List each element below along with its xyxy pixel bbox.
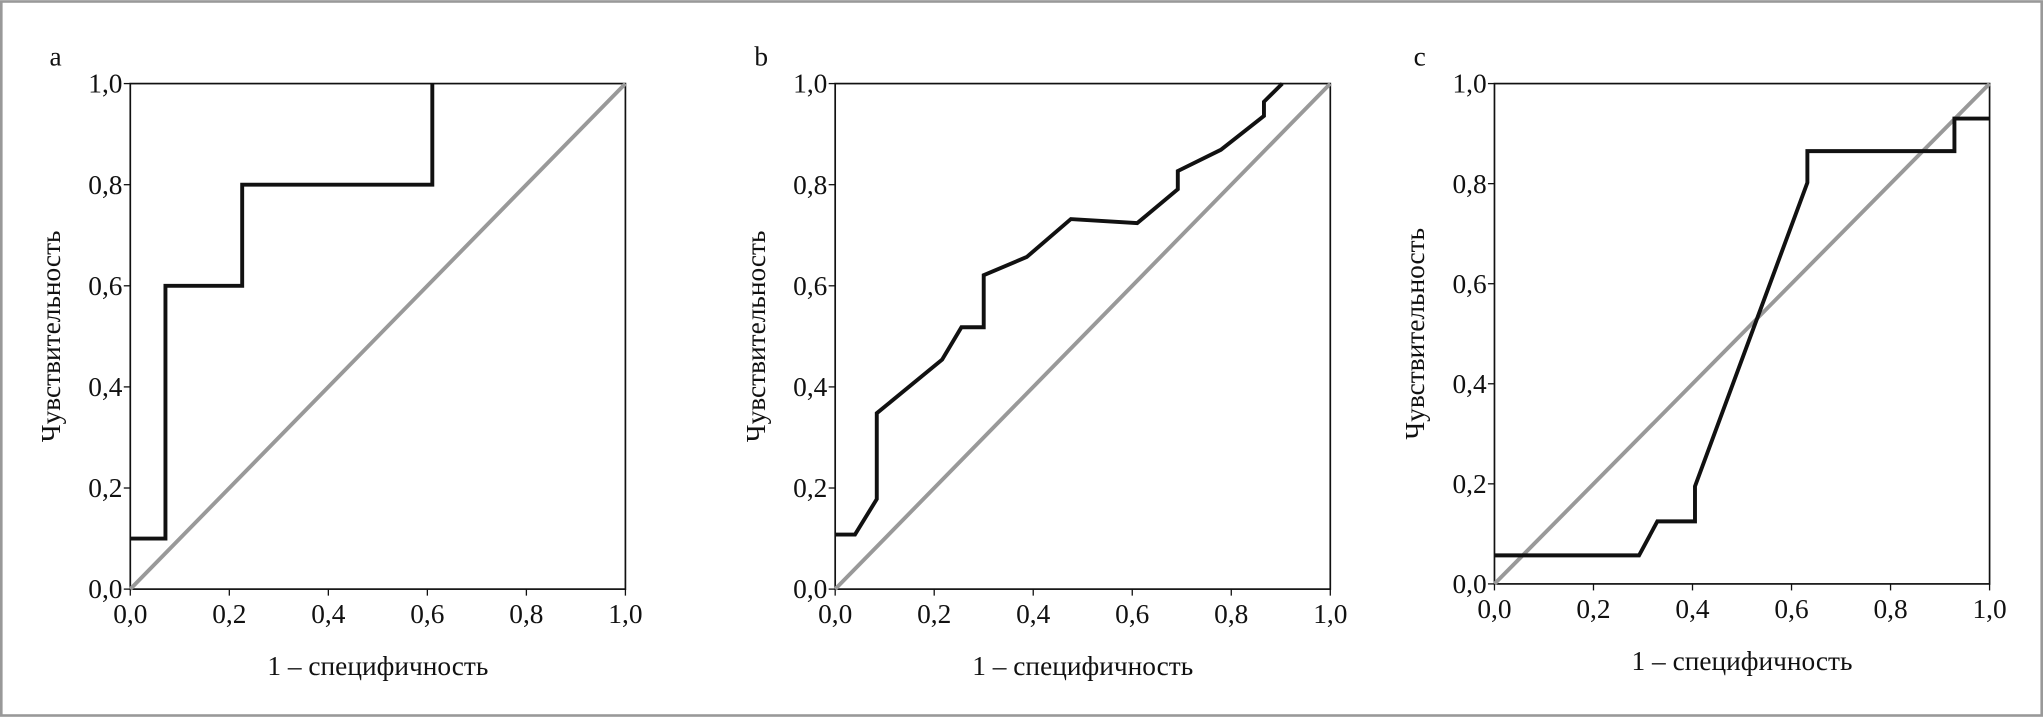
line	[130, 83, 435, 541]
x-tick-label: 0,6	[1774, 594, 1808, 624]
x-tick-label: 0,2	[212, 599, 246, 629]
line	[128, 82, 627, 591]
y-tick-label: 0,0	[793, 574, 827, 604]
x-tick-label: 0,0	[1477, 594, 1511, 624]
line	[835, 82, 1284, 537]
y-tick-label: 0,4	[88, 372, 123, 402]
x-tick-label: 0,0	[818, 599, 852, 629]
panel-label: b	[754, 41, 768, 71]
x-tick-label: 0,6	[1115, 599, 1149, 629]
x-axis-label: 1 – специфичность	[972, 651, 1193, 681]
y-tick-label: 1,0	[793, 69, 827, 99]
y-tick-label: 0,6	[88, 271, 122, 301]
y-tick-label: 0,0	[88, 574, 122, 604]
x-tick-label: 0,0	[113, 599, 147, 629]
y-tick-label: 0,6	[1452, 269, 1486, 299]
x-axis-label: 1 – специфичность	[1632, 646, 1853, 676]
y-tick-label: 0,8	[88, 170, 122, 200]
y-axis-label: Чувствительность	[36, 230, 66, 442]
line	[1493, 82, 1991, 586]
y-tick-label: 0,0	[1452, 569, 1486, 599]
x-tick-label: 0,2	[1576, 594, 1610, 624]
x-tick-label: 0,2	[917, 599, 951, 629]
y-tick-label: 0,4	[1452, 369, 1487, 399]
x-tick-label: 0,4	[1016, 599, 1051, 629]
x-tick-label: 0,8	[1214, 599, 1248, 629]
line	[1494, 116, 1990, 558]
x-axis-label: 1 – специфичность	[267, 651, 488, 681]
y-tick-label: 0,6	[793, 271, 827, 301]
plot-area	[1493, 82, 1991, 585]
y-tick-label: 0,2	[1452, 469, 1486, 499]
y-tick-label: 0,8	[793, 170, 827, 200]
y-tick-label: 1,0	[88, 69, 122, 99]
line	[833, 82, 1332, 591]
x-tick-label: 1,0	[608, 599, 642, 629]
x-tick-label: 0,4	[311, 599, 346, 629]
plot-area	[129, 82, 627, 590]
x-tick-label: 0,6	[410, 599, 444, 629]
x-tick-label: 1,0	[1313, 599, 1347, 629]
x-tick-label: 0,8	[1873, 594, 1907, 624]
y-tick-label: 0,2	[793, 473, 827, 503]
x-tick-label: 0,8	[509, 599, 543, 629]
y-tick-label: 0,8	[1452, 169, 1486, 199]
plot-area	[834, 82, 1332, 590]
y-axis-label: Чувствительность	[1400, 228, 1430, 440]
panel-label: a	[50, 41, 62, 71]
x-tick-label: 1,0	[1972, 594, 2006, 624]
y-tick-label: 1,0	[1452, 69, 1486, 99]
panel-label: c	[1414, 41, 1426, 71]
y-axis-label: Чувствительность	[741, 230, 771, 442]
y-tick-label: 0,4	[793, 372, 828, 402]
y-tick-label: 0,2	[88, 473, 122, 503]
x-tick-label: 0,4	[1675, 594, 1710, 624]
